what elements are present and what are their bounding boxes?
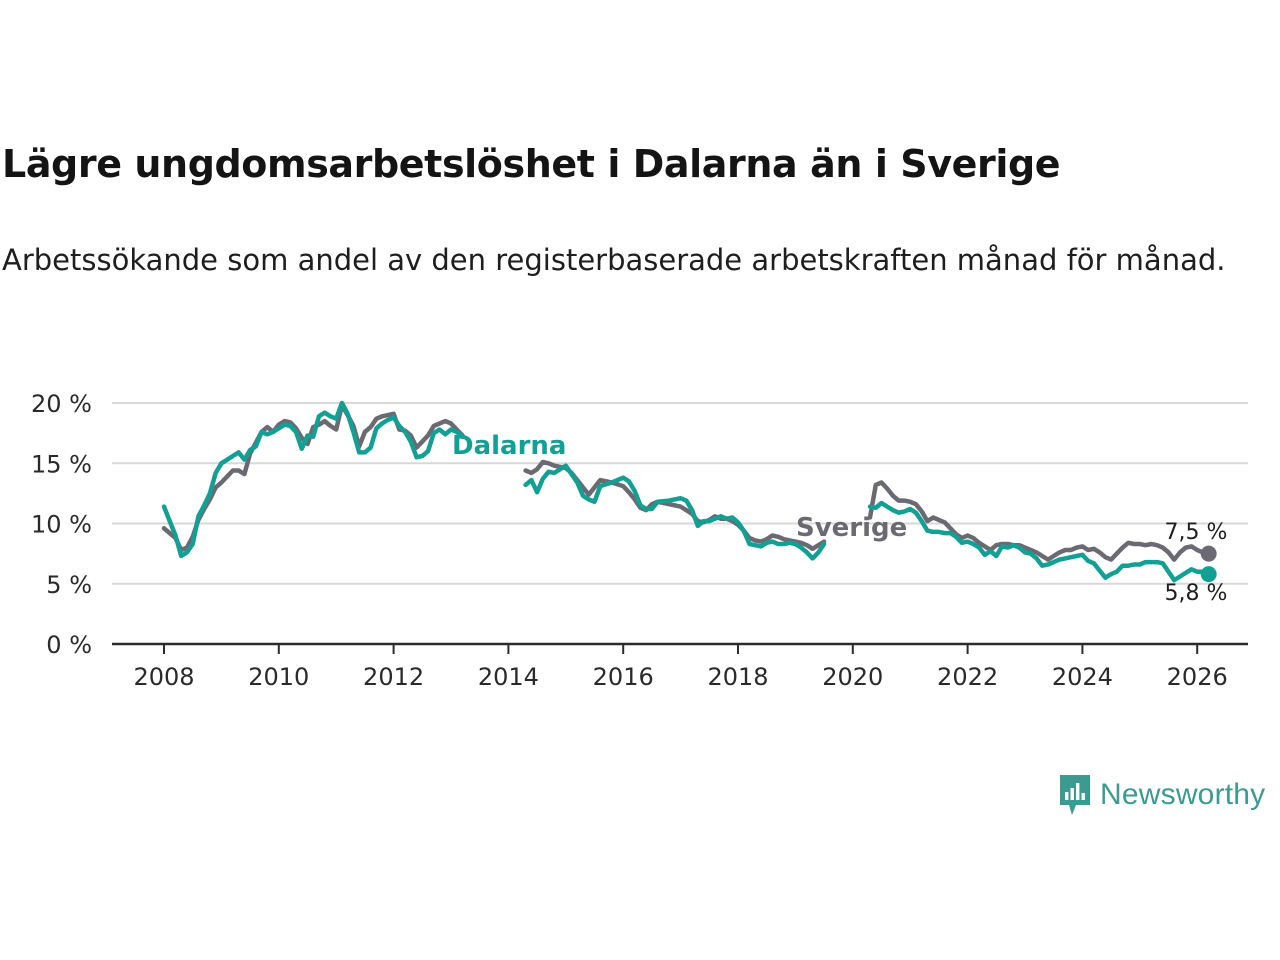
x-tick-label: 2024: [1052, 663, 1113, 691]
labels: Dalarna Sverige 7,5 % 5,8 %: [452, 431, 1227, 606]
series-line-sverige: [161, 403, 465, 553]
x-tick-label: 2026: [1167, 663, 1228, 691]
series-line-dalarna: [161, 400, 465, 559]
brand-name: Newsworthy: [1100, 778, 1266, 811]
end-marker-dalarna: [1200, 566, 1217, 583]
y-tick-label: 0 %: [46, 631, 92, 659]
chart-subtitle: Arbetssökande som andel av den registerb…: [2, 243, 1226, 277]
y-tick-label: 15 %: [31, 450, 92, 478]
series-line-sverige: [867, 480, 1211, 562]
end-value-sverige: 7,5 %: [1165, 520, 1228, 545]
x-tick-label: 2016: [593, 663, 654, 691]
x-tick-label: 2022: [937, 663, 998, 691]
series-label-dalarna: Dalarna: [452, 431, 566, 461]
series-line-dalarna: [523, 463, 827, 561]
end-marker-sverige: [1200, 545, 1217, 562]
x-tick-label: 2014: [478, 663, 539, 691]
y-tick-label: 10 %: [31, 511, 92, 539]
x-tick-label: 2018: [707, 663, 768, 691]
y-tick-label: 5 %: [46, 571, 92, 599]
axes: 0 % 5 % 10 % 15 % 20 % 2008 2010 2012 2014 2016 20…: [31, 390, 1248, 691]
brand-logo: Newsworthy: [1058, 773, 1265, 817]
newsworthy-logo-icon: [1060, 775, 1090, 815]
x-tick-label: 2008: [133, 663, 194, 691]
x-tick-label: 2012: [363, 663, 424, 691]
end-value-dalarna: 5,8 %: [1165, 581, 1228, 606]
x-tick-label: 2010: [248, 663, 309, 691]
series-line-dalarna: [867, 500, 1211, 583]
x-tick-label: 2020: [822, 663, 883, 691]
chart-title: Lägre ungdomsarbetslöshet i Dalarna än i…: [2, 142, 1061, 186]
series-lines: [161, 400, 1211, 583]
series-label-sverige: Sverige: [796, 513, 907, 543]
y-tick-label: 20 %: [31, 390, 92, 418]
gridlines: [112, 402, 1248, 585]
